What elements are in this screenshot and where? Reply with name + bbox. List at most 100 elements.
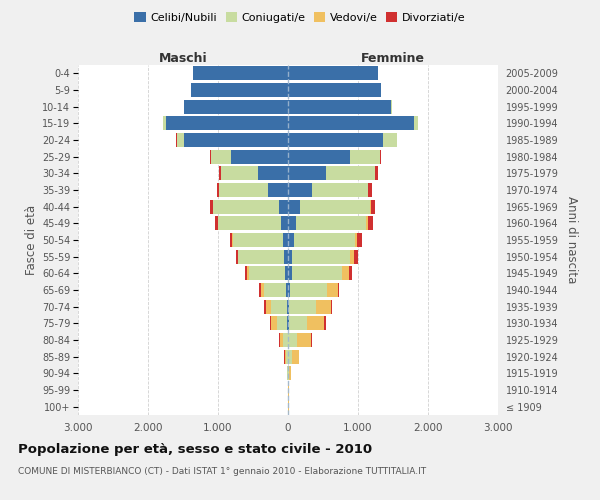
Bar: [235, 250, 238, 264]
Bar: [217, 183, 220, 197]
Bar: [221, 166, 258, 180]
Bar: [284, 350, 286, 364]
Bar: [268, 183, 288, 197]
Bar: [326, 166, 375, 180]
Bar: [414, 116, 418, 130]
Bar: [292, 350, 299, 364]
Bar: [288, 233, 293, 247]
Bar: [284, 250, 288, 264]
Bar: [284, 266, 288, 280]
Bar: [264, 283, 286, 297]
Bar: [233, 233, 283, 247]
Bar: [289, 316, 307, 330]
Bar: [288, 283, 290, 297]
Bar: [279, 200, 288, 214]
Bar: [249, 266, 284, 280]
Y-axis label: Fasce di età: Fasce di età: [25, 205, 38, 275]
Bar: [292, 266, 342, 280]
Bar: [210, 200, 213, 214]
Text: Maschi: Maschi: [158, 52, 208, 65]
Bar: [296, 216, 367, 230]
Y-axis label: Anni di nascita: Anni di nascita: [565, 196, 578, 284]
Bar: [271, 316, 277, 330]
Legend: Celibi/Nubili, Coniugati/e, Vedovi/e, Divorziati/e: Celibi/Nubili, Coniugati/e, Vedovi/e, Di…: [130, 8, 470, 28]
Bar: [290, 283, 326, 297]
Bar: [375, 166, 378, 180]
Bar: [355, 233, 358, 247]
Bar: [288, 350, 292, 364]
Bar: [288, 300, 289, 314]
Bar: [287, 300, 288, 314]
Bar: [368, 183, 371, 197]
Bar: [247, 266, 249, 280]
Bar: [293, 233, 355, 247]
Text: Popolazione per età, sesso e stato civile - 2010: Popolazione per età, sesso e stato civil…: [18, 442, 372, 456]
Bar: [391, 100, 392, 114]
Bar: [289, 300, 316, 314]
Bar: [316, 300, 331, 314]
Bar: [280, 333, 283, 347]
Bar: [288, 250, 292, 264]
Bar: [325, 316, 326, 330]
Bar: [349, 266, 352, 280]
Bar: [312, 183, 368, 197]
Bar: [292, 250, 350, 264]
Bar: [219, 166, 221, 180]
Bar: [288, 266, 292, 280]
Bar: [230, 233, 232, 247]
Bar: [342, 266, 349, 280]
Bar: [163, 116, 166, 130]
Bar: [258, 166, 288, 180]
Bar: [270, 316, 271, 330]
Bar: [371, 200, 375, 214]
Bar: [266, 300, 271, 314]
Bar: [287, 316, 288, 330]
Text: Femmine: Femmine: [361, 52, 425, 65]
Bar: [288, 316, 289, 330]
Bar: [184, 133, 288, 147]
Bar: [264, 300, 266, 314]
Bar: [260, 283, 264, 297]
Bar: [289, 366, 291, 380]
Bar: [286, 283, 288, 297]
Bar: [288, 150, 350, 164]
Bar: [307, 316, 325, 330]
Bar: [271, 300, 287, 314]
Bar: [326, 283, 338, 297]
Bar: [288, 100, 391, 114]
Bar: [230, 150, 288, 164]
Bar: [288, 200, 300, 214]
Bar: [367, 216, 368, 230]
Bar: [279, 333, 280, 347]
Bar: [283, 233, 288, 247]
Bar: [287, 366, 288, 380]
Bar: [350, 250, 354, 264]
Bar: [354, 250, 358, 264]
Bar: [370, 200, 371, 214]
Bar: [211, 150, 230, 164]
Bar: [281, 216, 288, 230]
Bar: [331, 300, 332, 314]
Bar: [193, 66, 288, 80]
Bar: [215, 216, 218, 230]
Bar: [220, 183, 268, 197]
Bar: [311, 333, 312, 347]
Bar: [277, 316, 287, 330]
Bar: [368, 216, 373, 230]
Bar: [288, 116, 414, 130]
Bar: [286, 350, 288, 364]
Bar: [245, 266, 247, 280]
Bar: [259, 283, 260, 297]
Bar: [383, 133, 397, 147]
Bar: [184, 100, 288, 114]
Bar: [288, 133, 383, 147]
Bar: [288, 333, 297, 347]
Bar: [288, 366, 289, 380]
Bar: [166, 116, 288, 130]
Bar: [218, 216, 281, 230]
Bar: [283, 333, 288, 347]
Bar: [358, 233, 361, 247]
Bar: [297, 333, 311, 347]
Bar: [176, 133, 184, 147]
Bar: [288, 183, 312, 197]
